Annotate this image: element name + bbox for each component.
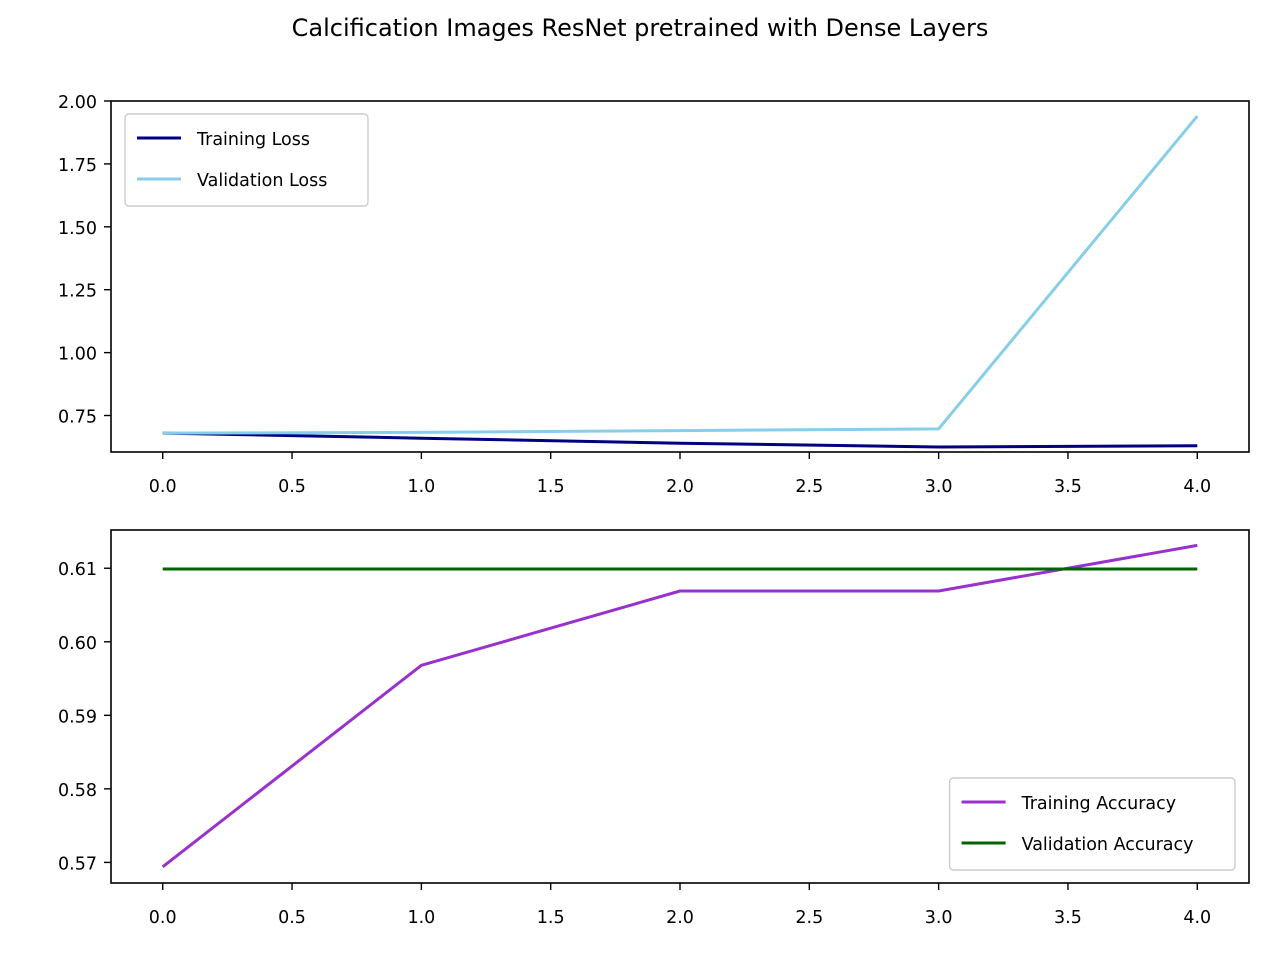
accuracy-x-tick-label: 2.5: [795, 908, 823, 928]
accuracy-chart: 0.0 0.5 1.0 1.5 2.0 2.5 3.0 3.5 4.0 0.57 0.58 0.59 0…: [58, 529, 1250, 928]
loss-x-tick-label: 0.0: [149, 477, 177, 497]
loss-x-tick-label: 2.5: [795, 477, 823, 497]
loss-y-tick-label: 1.25: [58, 282, 97, 302]
accuracy-x-tick-label: 3.5: [1054, 908, 1082, 928]
loss-x-tick-label: 0.5: [278, 477, 306, 497]
figure-title: Calcification Images ResNet pretrained w…: [291, 14, 989, 42]
accuracy-legend: Training Accuracy Validation Accuracy: [948, 777, 1236, 871]
loss-y-tick-label: 1.00: [58, 345, 97, 365]
legend-box: [948, 777, 1236, 871]
loss-x-tick-label: 1.0: [407, 477, 435, 497]
accuracy-x-tick-label: 4.0: [1183, 908, 1211, 928]
loss-y-tick-label: 0.75: [58, 408, 97, 428]
loss-x-tick-label: 4.0: [1183, 477, 1211, 497]
accuracy-y-tick-label: 0.57: [58, 854, 97, 874]
accuracy-y-tick-label: 0.58: [58, 781, 97, 801]
legend-box: [124, 113, 369, 207]
accuracy-y-tick-label: 0.61: [58, 560, 97, 580]
loss-legend: Training Loss Validation Loss: [124, 113, 369, 207]
loss-x-tick-label: 3.5: [1054, 477, 1082, 497]
loss-x-tick-label: 2.0: [666, 477, 694, 497]
loss-x-tick-label: 3.0: [925, 477, 953, 497]
accuracy-x-tick-label: 2.0: [666, 908, 694, 928]
legend-label-training-accuracy: Training Accuracy: [1021, 794, 1177, 814]
loss-x-tick-label: 1.5: [537, 477, 565, 497]
loss-chart: 0.0 0.5 1.0 1.5 2.0 2.5 3.0 3.5 4.0 0.75 1.00 1.25 1…: [58, 93, 1250, 497]
accuracy-x-tick-label: 1.0: [407, 908, 435, 928]
series-line-training-accuracy: [161, 543, 1198, 868]
loss-y-tick-label: 1.50: [58, 219, 97, 239]
legend-label-training-loss: Training Loss: [196, 130, 310, 150]
legend-label-validation-accuracy: Validation Accuracy: [1022, 835, 1194, 855]
accuracy-x-tick-label: 3.0: [925, 908, 953, 928]
accuracy-x-tick-label: 0.0: [149, 908, 177, 928]
loss-y-tick-label: 1.75: [58, 156, 97, 176]
accuracy-x-tick-label: 0.5: [278, 908, 306, 928]
accuracy-y-tick-label: 0.59: [58, 707, 97, 727]
loss-y-tick-label: 2.00: [58, 93, 97, 113]
legend-label-validation-loss: Validation Loss: [197, 171, 327, 191]
accuracy-x-tick-label: 1.5: [537, 908, 565, 928]
series-line-training-loss: [162, 431, 1198, 449]
accuracy-y-tick-label: 0.60: [58, 634, 97, 654]
series-line-validation-loss: [162, 115, 1199, 435]
